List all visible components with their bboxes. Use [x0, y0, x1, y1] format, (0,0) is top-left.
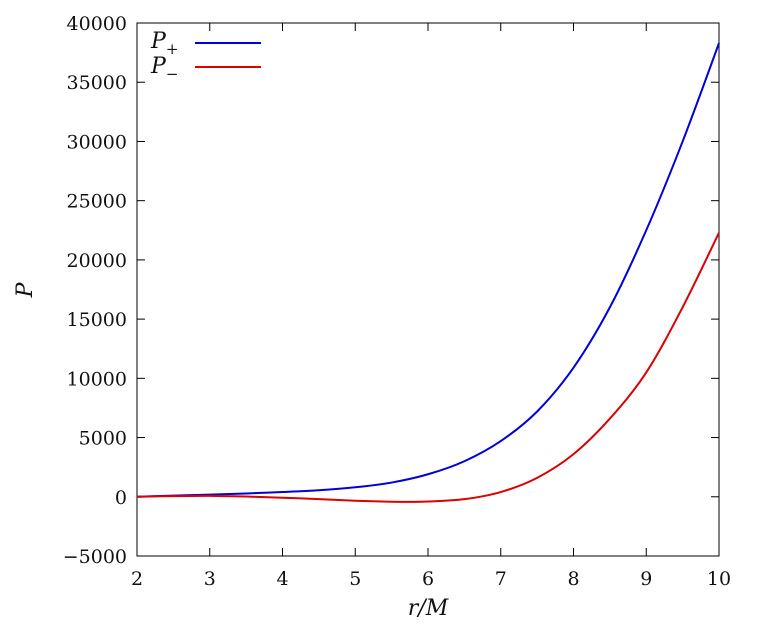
y-tick-label: 30000 — [67, 131, 127, 153]
plot-frame — [136, 22, 720, 557]
legend-series-2-sub: − — [166, 65, 179, 83]
series-line-1 — [136, 42, 720, 498]
y-axis-label: P — [13, 281, 38, 298]
ticks — [136, 22, 720, 557]
x-tick-label: 3 — [204, 568, 216, 590]
x-tick-label: 2 — [131, 568, 143, 590]
legend-label-series-2: P− — [150, 54, 178, 83]
legend: P+ P− — [150, 29, 261, 83]
series-lines — [136, 42, 720, 503]
y-tick-label: 25000 — [67, 191, 127, 213]
y-tick-label: 10000 — [67, 368, 127, 390]
legend-label-series-1: P+ — [150, 29, 178, 58]
y-tick-label: 15000 — [67, 309, 127, 331]
legend-series-1-name: P — [150, 29, 167, 54]
y-tick-label: 5000 — [79, 428, 127, 450]
y-tick-label: 40000 — [67, 13, 127, 35]
x-axis-label: r/M — [408, 596, 449, 621]
y-tick-label: 0 — [115, 487, 127, 509]
series-line-2 — [136, 232, 720, 503]
x-tick-label: 9 — [640, 568, 652, 590]
x-tick-label: 10 — [707, 568, 731, 590]
x-tick-label: 5 — [349, 568, 361, 590]
legend-series-2-name: P — [150, 54, 167, 79]
x-tick-label: 8 — [567, 568, 579, 590]
x-tick-label: 7 — [495, 568, 507, 590]
legend-series-1-sub: + — [166, 40, 179, 58]
tick-labels: 2 3 4 5 6 7 8 9 10 −5000 0 5000 10000 15000 20000 25000… — [63, 13, 731, 590]
x-tick-label: 6 — [422, 568, 434, 590]
y-tick-label: 35000 — [67, 72, 127, 94]
y-tick-label: −5000 — [63, 546, 127, 568]
y-tick-label: 20000 — [67, 250, 127, 272]
x-tick-label: 4 — [276, 568, 288, 590]
